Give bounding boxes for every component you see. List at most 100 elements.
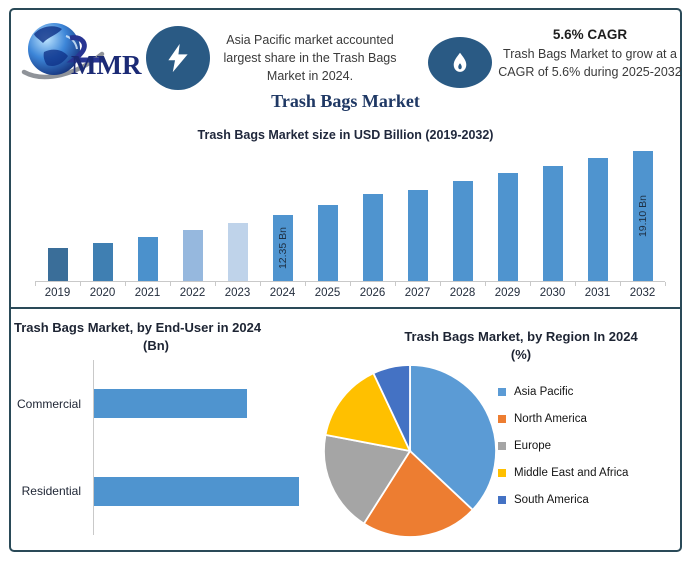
lightning-icon bbox=[146, 26, 210, 90]
axis-label-2019: 2019 bbox=[44, 287, 71, 299]
section-divider bbox=[9, 307, 680, 309]
logo-text: MMR bbox=[71, 50, 142, 80]
cagr-title: 5.6% CAGR bbox=[552, 27, 628, 42]
bar-value-label-2024: 12.35 Bn bbox=[276, 226, 289, 269]
trend-chart-plot: 12.35 Bn 19.10 Bn bbox=[35, 144, 665, 282]
region-chart-unit: (%) bbox=[510, 347, 532, 363]
pie-slice-asia-pacific bbox=[409, 364, 497, 512]
axis-label-2021: 2021 bbox=[134, 287, 161, 299]
legend-swatch bbox=[498, 496, 506, 504]
axis-tick bbox=[216, 282, 261, 286]
legend-label: Middle East and Africa bbox=[514, 467, 629, 479]
cagr-text: Trash Bags Market to grow at a CAGR of 5… bbox=[498, 47, 682, 79]
trend-bar-2032: 19.10 Bn bbox=[632, 150, 653, 281]
axis-label-2022: 2022 bbox=[179, 287, 206, 299]
trend-bar-2020 bbox=[92, 242, 113, 281]
cagr-highlight: 5.6% CAGR Trash Bags Market to grow at a… bbox=[494, 27, 686, 81]
enduser-label-residential: Residential bbox=[21, 484, 81, 499]
bar-cell-2028 bbox=[440, 144, 485, 281]
axis-tick bbox=[396, 282, 441, 286]
enduser-chart-unit: (Bn) bbox=[143, 337, 169, 353]
axis-tick bbox=[441, 282, 486, 286]
infographic-frame: MMR Asia Pacific market accounted larges… bbox=[9, 8, 682, 552]
axis-tick bbox=[261, 282, 306, 286]
axis-tick bbox=[576, 282, 621, 286]
region-chart-title: Trash Bags Market, by Region In 2024 (%) bbox=[361, 328, 681, 364]
trend-chart-axis-ticks bbox=[35, 282, 666, 286]
trend-bar-2028 bbox=[452, 181, 473, 281]
enduser-axis-line bbox=[93, 360, 94, 535]
trend-bar-2024: 12.35 Bn bbox=[272, 214, 293, 281]
trend-bar-2027 bbox=[407, 189, 428, 281]
trend-chart-axis-labels: 2019 2020 2021 2022 2023 2024 2025 2026 2027 2028… bbox=[35, 287, 665, 299]
trend-bar-2023 bbox=[227, 223, 248, 281]
flame-glyph bbox=[453, 52, 467, 72]
enduser-chart: Commercial Residential bbox=[14, 360, 326, 535]
legend-swatch bbox=[498, 469, 506, 477]
pie-slice-north-america bbox=[362, 449, 474, 538]
legend-swatch bbox=[498, 415, 506, 423]
legend-item-asia-pacific: Asia Pacific bbox=[498, 384, 628, 400]
bar-cell-2031 bbox=[575, 144, 620, 281]
axis-tick bbox=[351, 282, 396, 286]
trend-bar-2022 bbox=[182, 229, 203, 281]
region-chart-title-line: Trash Bags Market, by Region In 2024 bbox=[404, 329, 638, 344]
page-title: Trash Bags Market bbox=[271, 91, 420, 111]
axis-tick bbox=[36, 282, 81, 286]
globe-continent bbox=[43, 49, 68, 66]
axis-tick bbox=[126, 282, 171, 286]
axis-label-2030: 2030 bbox=[539, 287, 566, 299]
axis-tick bbox=[621, 282, 666, 286]
flame-icon bbox=[428, 37, 492, 88]
axis-label-2027: 2027 bbox=[404, 287, 431, 299]
bar-cell-2026 bbox=[350, 144, 395, 281]
trend-bar-2029 bbox=[497, 172, 518, 281]
trend-bar-2031 bbox=[587, 158, 608, 281]
legend-item-north-america: North America bbox=[498, 411, 628, 427]
bar-cell-2025 bbox=[305, 144, 350, 281]
legend-label: Europe bbox=[514, 440, 552, 452]
globe-highlight bbox=[65, 35, 78, 50]
axis-tick bbox=[531, 282, 576, 286]
region-legend: Asia Pacific North America Europe Middle Ea… bbox=[498, 384, 628, 508]
bar-cell-2024: 12.35 Bn bbox=[260, 144, 305, 281]
legend-label: Asia Pacific bbox=[514, 386, 574, 398]
asia-pacific-highlight-text: Asia Pacific market accounted largest sh… bbox=[223, 33, 397, 84]
enduser-row-commercial: Commercial bbox=[14, 389, 326, 419]
pie-slice-europe bbox=[323, 433, 412, 525]
legend-item-middle-east-and-africa: Middle East and Africa bbox=[498, 465, 628, 481]
pie-slice-middle-east-and-africa bbox=[324, 372, 412, 453]
enduser-chart-title: Trash Bags Market, by End-User in 2024 (… bbox=[14, 319, 298, 354]
axis-label-2020: 2020 bbox=[89, 287, 116, 299]
lightning-glyph bbox=[168, 43, 188, 73]
enduser-bar-residential bbox=[93, 476, 299, 506]
bar-cell-2022 bbox=[170, 144, 215, 281]
trend-bar-2019 bbox=[47, 247, 68, 281]
bar-cell-2027 bbox=[395, 144, 440, 281]
axis-label-2023: 2023 bbox=[224, 287, 251, 299]
axis-tick bbox=[81, 282, 126, 286]
enduser-bar-commercial bbox=[93, 389, 247, 419]
legend-swatch bbox=[498, 442, 506, 450]
bar-cell-2021 bbox=[125, 144, 170, 281]
axis-label-2026: 2026 bbox=[359, 287, 386, 299]
trend-bar-2026 bbox=[362, 193, 383, 281]
bar-cell-2023 bbox=[215, 144, 260, 281]
globe-continent bbox=[34, 26, 62, 43]
axis-label-2032: 2032 bbox=[629, 287, 656, 299]
axis-label-2028: 2028 bbox=[449, 287, 476, 299]
bar-cell-2019 bbox=[35, 144, 80, 281]
legend-item-europe: Europe bbox=[498, 438, 628, 454]
trend-bar-2021 bbox=[137, 237, 158, 281]
legend-swatch bbox=[498, 388, 506, 396]
axis-label-2025: 2025 bbox=[314, 287, 341, 299]
pie-slice-south-america bbox=[372, 364, 411, 452]
enduser-row-residential: Residential bbox=[14, 476, 326, 506]
legend-item-south-america: South America bbox=[498, 492, 628, 508]
enduser-label-commercial: Commercial bbox=[16, 396, 81, 411]
region-pie-svg bbox=[323, 364, 497, 538]
brand-logo: MMR bbox=[21, 23, 142, 80]
bar-value-label-2032: 19.10 Bn bbox=[636, 194, 649, 237]
axis-label-2031: 2031 bbox=[584, 287, 611, 299]
trend-chart-title: Trash Bags Market size in USD Billion (2… bbox=[197, 128, 494, 142]
